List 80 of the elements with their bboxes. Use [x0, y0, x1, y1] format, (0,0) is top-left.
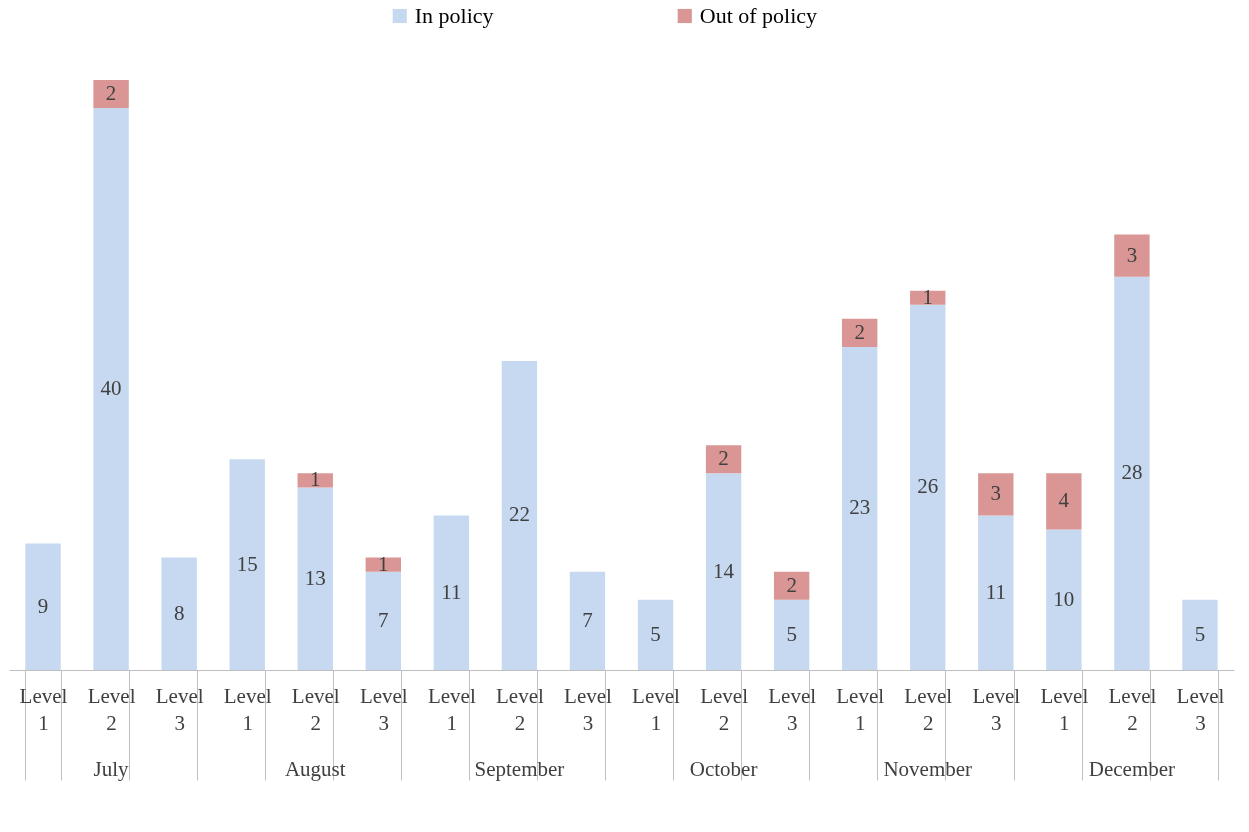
data-label: 23	[849, 495, 871, 520]
bar	[773, 571, 810, 600]
data-label: 5	[1194, 621, 1206, 646]
data-label: 2	[105, 81, 117, 106]
x-tick-label: Level 2	[904, 683, 953, 735]
bar	[1046, 473, 1082, 530]
bar	[705, 445, 742, 474]
x-tick-label: Level 3	[155, 683, 204, 735]
x-tick-label: Level 3	[359, 683, 408, 735]
bar	[978, 473, 1014, 516]
bar	[842, 318, 878, 347]
bar	[1182, 599, 1218, 670]
data-label: 3	[1126, 242, 1138, 267]
text: August	[284, 757, 346, 781]
data-label: 2	[854, 319, 865, 344]
legend-label: In policy	[414, 3, 494, 28]
x-tick-label: Level 2	[496, 683, 544, 735]
x-tick-label: Level 1	[427, 683, 476, 735]
bar	[93, 80, 129, 109]
data-label: 1	[310, 467, 321, 492]
bar	[161, 557, 197, 670]
bar	[1114, 276, 1150, 670]
bar	[25, 543, 61, 670]
text: September	[474, 757, 565, 781]
bar	[1114, 234, 1150, 277]
bar	[705, 473, 742, 670]
data-label: 22	[508, 502, 530, 527]
x-tick-label: Level 1	[836, 683, 885, 735]
data-label: 3	[990, 481, 1002, 506]
data-label: 28	[1121, 460, 1143, 485]
data-label: 1	[378, 551, 389, 576]
bar	[229, 459, 265, 670]
data-label: 11	[441, 579, 462, 604]
x-tick-label: Level 1	[223, 683, 272, 735]
bar	[501, 360, 538, 670]
data-label: 14	[713, 558, 735, 583]
data-label: 9	[37, 593, 49, 618]
data-label: 13	[304, 565, 326, 590]
data-label: 4	[1058, 488, 1070, 513]
text: October	[689, 757, 758, 781]
bar	[978, 515, 1014, 670]
x-tick-label: Level 1	[1040, 683, 1089, 735]
data-label: 7	[378, 607, 389, 632]
x-tick-label: Level 3	[972, 683, 1021, 735]
text: December	[1088, 757, 1176, 781]
bar	[1046, 529, 1082, 670]
x-tick-label: Level 1	[632, 683, 681, 735]
legend-label: Out of policy	[699, 3, 818, 28]
data-label: 7	[582, 607, 593, 632]
bar	[910, 290, 946, 305]
bar	[842, 346, 878, 670]
bar	[365, 571, 401, 670]
data-label: 2	[786, 572, 797, 597]
bar	[910, 304, 946, 670]
data-label: 10	[1053, 586, 1075, 611]
data-label: 15	[236, 551, 258, 576]
x-tick-label: Level 2	[87, 683, 136, 735]
data-label: 11	[985, 579, 1006, 604]
data-label: 8	[173, 600, 185, 625]
bar	[569, 571, 606, 670]
x-tick-label: Level 2	[291, 683, 340, 735]
bar	[93, 108, 129, 670]
bar	[297, 487, 333, 670]
data-label: 5	[786, 621, 797, 646]
bar	[637, 599, 674, 670]
x-tick-label: Level 2	[700, 683, 749, 735]
text: November	[883, 757, 973, 781]
bar	[773, 599, 810, 670]
data-label: 1	[922, 284, 933, 309]
x-tick-label: Level 3	[1176, 683, 1225, 735]
x-tick-label: Level 2	[1108, 683, 1157, 735]
data-label: 5	[650, 621, 661, 646]
x-tick-label: Level 1	[19, 683, 68, 735]
x-tick-label: Level 3	[768, 683, 817, 735]
x-tick-label: Level 3	[564, 683, 613, 735]
bar	[433, 515, 470, 670]
data-label: 2	[718, 446, 729, 471]
data-label: 26	[917, 474, 939, 499]
text: July	[93, 757, 130, 781]
data-label: 40	[100, 376, 122, 401]
